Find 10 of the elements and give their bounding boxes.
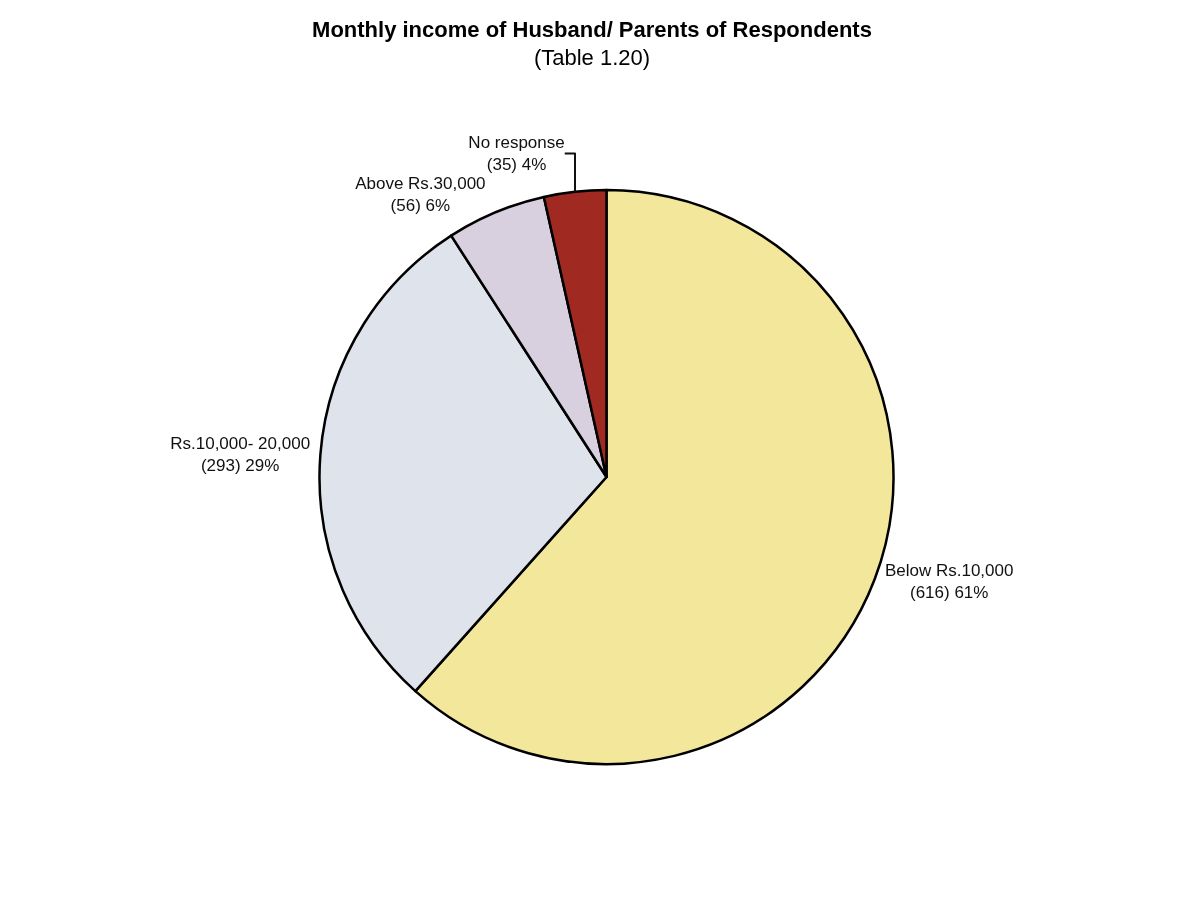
data-label: (616) 61% [909, 583, 989, 603]
chart-title: Monthly income of Husband/ Parents of Respondents [312, 16, 872, 42]
data-label: (35) 4% [486, 155, 547, 175]
data-label: (56) 6% [390, 196, 451, 216]
slice-label: No response [468, 133, 565, 153]
slice-label: Rs.10,000- 20,000 [170, 433, 311, 453]
data-label: (293) 29% [200, 455, 280, 475]
slice-label: Below Rs.10,000 [884, 561, 1014, 581]
slice-label: Above Rs.30,000 [355, 174, 486, 194]
chart-subtitle: (Table 1.20) [533, 45, 651, 71]
